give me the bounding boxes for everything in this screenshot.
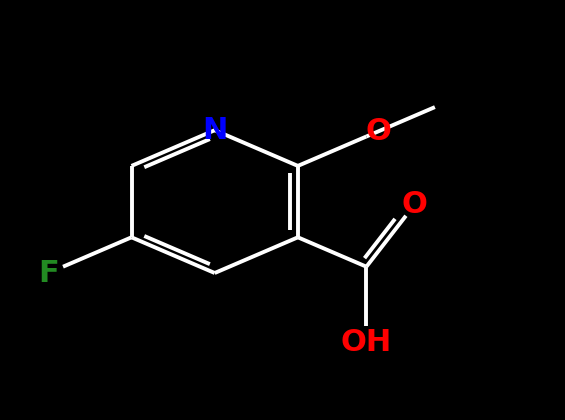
Text: F: F (38, 258, 59, 288)
Text: O: O (366, 117, 392, 146)
Text: N: N (202, 116, 227, 145)
Text: O: O (402, 190, 427, 219)
Text: OH: OH (341, 328, 392, 357)
